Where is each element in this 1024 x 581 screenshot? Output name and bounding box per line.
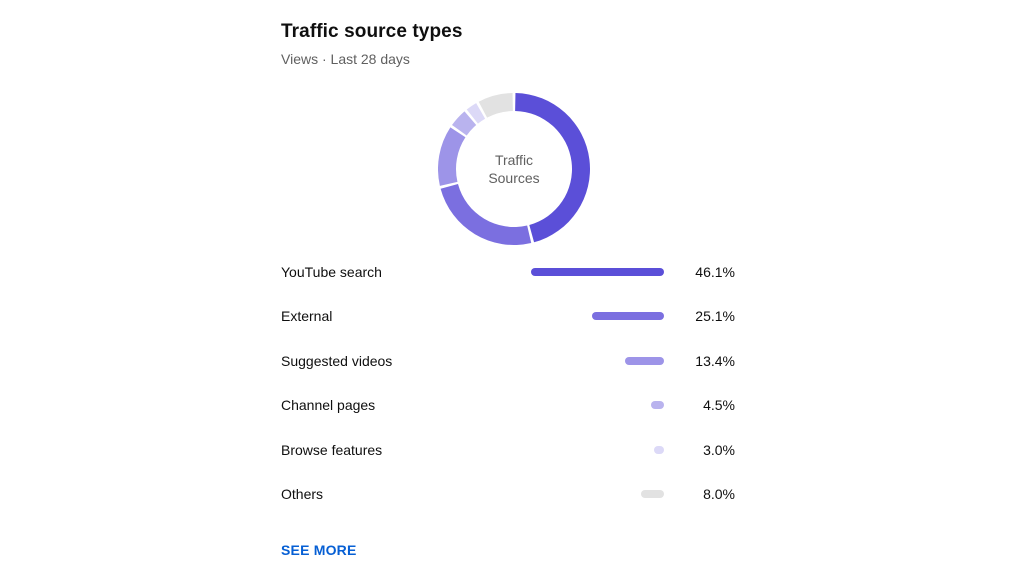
donut-center-label: Traffic Sources	[438, 93, 590, 245]
source-bar	[531, 268, 664, 276]
donut-slice-browse-features[interactable]	[466, 103, 486, 124]
source-value: 8.0%	[703, 486, 735, 502]
source-label: Suggested videos	[281, 352, 393, 369]
source-label: Channel pages	[281, 397, 376, 414]
source-bar	[651, 401, 664, 410]
source-row-channel-pages[interactable]: Channel pages 4.5%	[281, 383, 741, 427]
donut-center-line1: Traffic	[494, 152, 534, 168]
source-row-external[interactable]: External 25.1%	[281, 294, 741, 338]
source-row-browse-features[interactable]: Browse features 3.0%	[281, 428, 741, 472]
source-value: 25.1%	[695, 308, 735, 325]
traffic-source-card: Traffic source types Views · Last 28 day…	[281, 0, 741, 581]
donut-chart: Traffic Sources	[438, 93, 590, 245]
donut-slice-external[interactable]	[440, 184, 532, 245]
donut-slice-youtube-search[interactable]	[515, 93, 590, 243]
card-subtitle: Views · Last 28 days	[281, 51, 410, 67]
source-bar	[654, 445, 664, 454]
source-row-youtube-search[interactable]: YouTube search 46.1%	[281, 250, 741, 294]
source-bar	[640, 490, 664, 498]
source-value: 4.5%	[703, 397, 735, 414]
source-value: 46.1%	[695, 264, 735, 280]
source-label: Browse features	[281, 441, 383, 458]
donut-slice-suggested-videos[interactable]	[438, 127, 466, 186]
source-row-others[interactable]: Others 8.0%	[281, 472, 741, 516]
donut-center-line2: Sources	[488, 170, 540, 186]
source-row-suggested-videos[interactable]: Suggested videos 13.4%	[281, 339, 741, 383]
source-label: Others	[281, 486, 324, 502]
source-value: 13.4%	[695, 352, 735, 369]
card-title: Traffic source types	[281, 21, 463, 42]
source-bar	[591, 312, 664, 321]
source-value: 3.0%	[703, 441, 735, 458]
donut-svg	[438, 93, 590, 245]
donut-slice-others[interactable]	[478, 93, 513, 118]
source-label: External	[281, 308, 333, 325]
donut-slice-channel-pages[interactable]	[452, 111, 477, 136]
source-bar	[625, 356, 664, 365]
see-more-button[interactable]: SEE MORE	[281, 542, 357, 558]
source-label: YouTube search	[281, 264, 382, 280]
